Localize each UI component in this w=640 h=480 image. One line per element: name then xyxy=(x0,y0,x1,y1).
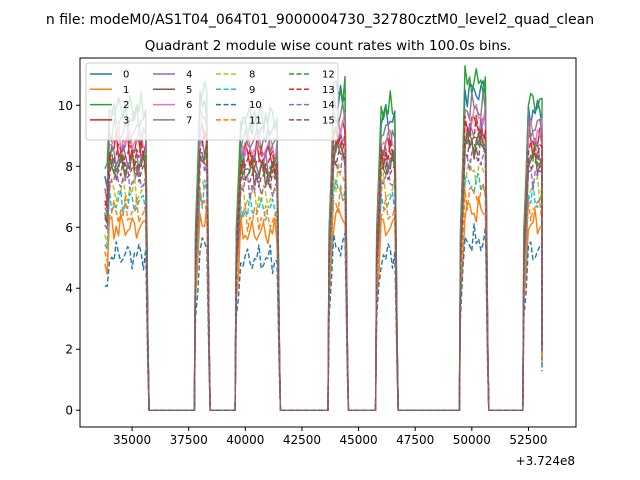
y-tick-label: 8 xyxy=(65,160,73,174)
legend-label-15: 15 xyxy=(322,115,335,126)
legend-label-8: 8 xyxy=(249,70,255,81)
legend-label-0: 0 xyxy=(123,70,129,81)
y-tick-label: 10 xyxy=(58,99,73,113)
legend-label-11: 11 xyxy=(249,115,262,126)
x-tick-label: 35000 xyxy=(113,433,151,447)
legend-label-9: 9 xyxy=(249,85,255,96)
x-tick-label: 40000 xyxy=(226,433,264,447)
x-axis: 35000 37500 40000 42500 45000 47500 50000 52500 xyxy=(113,427,548,447)
legend-label-3: 3 xyxy=(123,115,129,126)
legend-label-6: 6 xyxy=(186,100,192,111)
x-tick-label: 45000 xyxy=(339,433,377,447)
y-tick-label: 2 xyxy=(65,343,73,357)
plot-frame xyxy=(79,57,577,428)
legend-label-14: 14 xyxy=(322,100,335,111)
series-line-12 xyxy=(104,130,543,411)
y-tick-label: 6 xyxy=(65,221,73,235)
x-tick-label: 37500 xyxy=(170,433,208,447)
legend-label-2: 2 xyxy=(123,100,129,111)
legend-label-1: 1 xyxy=(123,85,129,96)
legend-label-5: 5 xyxy=(186,85,192,96)
x-offset-label: +3.724e8 xyxy=(516,454,575,468)
chart-title: Quadrant 2 module wise count rates with … xyxy=(145,38,511,54)
legend-label-13: 13 xyxy=(322,85,335,96)
y-tick-label: 0 xyxy=(65,404,73,418)
y-tick-label: 4 xyxy=(65,282,73,296)
x-tick-label: 42500 xyxy=(283,433,321,447)
legend-label-4: 4 xyxy=(186,70,192,81)
figure-suptitle: n file: modeM0/AS1T04_064T01_9000004730_… xyxy=(46,12,594,28)
legend-label-10: 10 xyxy=(249,100,262,111)
y-axis: 0 2 4 6 8 10 xyxy=(58,99,80,418)
x-tick-label: 47500 xyxy=(396,433,434,447)
series-line-10 xyxy=(104,223,543,411)
x-tick-label: 52500 xyxy=(509,433,547,447)
series-line-15 xyxy=(104,132,543,411)
legend-box xyxy=(85,62,339,141)
x-tick-label: 50000 xyxy=(453,433,491,447)
legend-label-7: 7 xyxy=(186,115,192,126)
legend-label-12: 12 xyxy=(322,70,335,81)
